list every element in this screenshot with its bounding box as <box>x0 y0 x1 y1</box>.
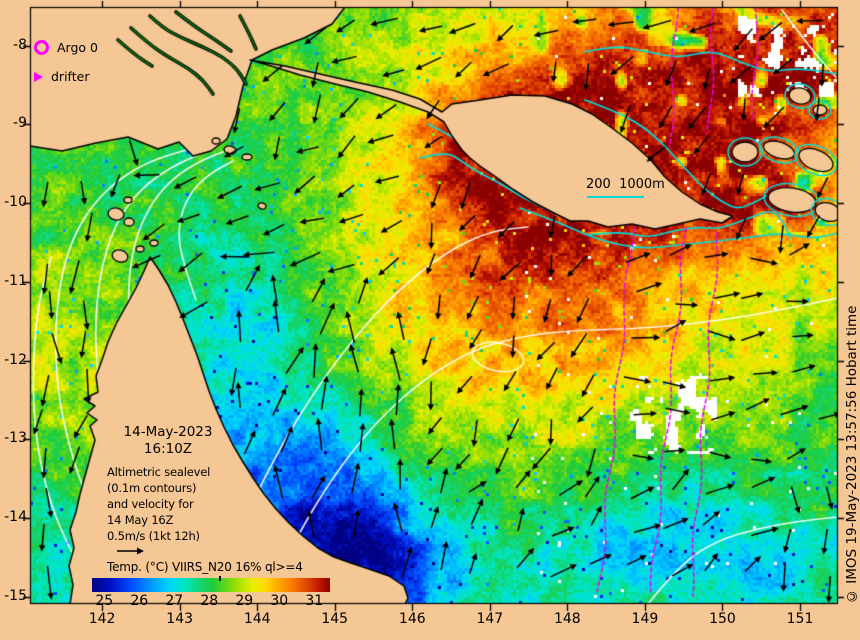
note-line: 14 May 16Z <box>107 513 174 527</box>
legend-argo: Argo 0 <box>34 40 98 55</box>
colorbar-title: Temp. (°C) VIIRS_N20 16% ql>=4 <box>107 560 303 574</box>
y-tick-label: -11 <box>4 272 27 289</box>
depth-contour-label: 200 1000m <box>586 177 665 192</box>
colorbar-tick-label: 29 <box>235 593 254 609</box>
x-tick-label: 142 <box>88 611 116 627</box>
y-tick-label: -15 <box>4 587 27 604</box>
note-line: 0.5m/s (1kt 12h) <box>107 529 200 543</box>
note-line: and velocity for <box>107 497 194 511</box>
x-tick-label: 150 <box>709 611 736 627</box>
x-tick-label: 149 <box>631 611 659 627</box>
drifter-label: drifter <box>51 69 90 84</box>
x-tick-label: 146 <box>398 611 426 627</box>
colorbar-tick-label: 25 <box>95 593 114 609</box>
date-line: 14-May-2023 <box>123 424 213 440</box>
x-tick-label: 148 <box>553 611 581 627</box>
note-line: (0.1m contours) <box>107 481 197 495</box>
time-line: 16:10Z <box>143 441 193 457</box>
y-tick-label: -8 <box>13 36 27 53</box>
x-tick-label: 144 <box>243 611 271 627</box>
altimetry-note: Altimetric sealevel (0.1m contours) and … <box>107 464 257 556</box>
x-tick-label: 143 <box>166 611 194 627</box>
colorbar <box>92 578 330 592</box>
argo-label: Argo 0 <box>57 40 98 55</box>
colorbar-marker-tick <box>218 576 221 581</box>
depth-contour-underline <box>587 196 644 198</box>
note-line: Altimetric sealevel <box>107 465 211 479</box>
y-tick-label: -10 <box>4 194 27 211</box>
timestamp-block: 14-May-2023 16:10Z <box>97 424 239 458</box>
colorbar-tick-label: 31 <box>305 593 324 609</box>
y-tick-label: -13 <box>4 430 27 447</box>
y-tick-label: -9 <box>13 115 27 132</box>
colorbar-tick-label: 30 <box>270 593 289 609</box>
argo-marker-icon <box>34 40 49 55</box>
x-tick-label: 147 <box>476 611 504 627</box>
credit-text: © IMOS 19-May-2023 13:57:56 Hobart time <box>844 305 860 604</box>
colorbar-tick-label: 26 <box>130 593 149 609</box>
x-tick-label: 151 <box>786 611 814 627</box>
x-tick-label: 145 <box>321 611 349 627</box>
colorbar-tick-label: 28 <box>200 593 219 609</box>
velocity-scale-arrow-icon <box>117 547 144 555</box>
legend-drifter: drifter <box>34 69 89 84</box>
colorbar-tick-label: 27 <box>165 593 184 609</box>
y-tick-label: -14 <box>4 509 27 526</box>
y-tick-label: -12 <box>4 351 27 368</box>
drifter-marker-icon <box>34 71 43 82</box>
